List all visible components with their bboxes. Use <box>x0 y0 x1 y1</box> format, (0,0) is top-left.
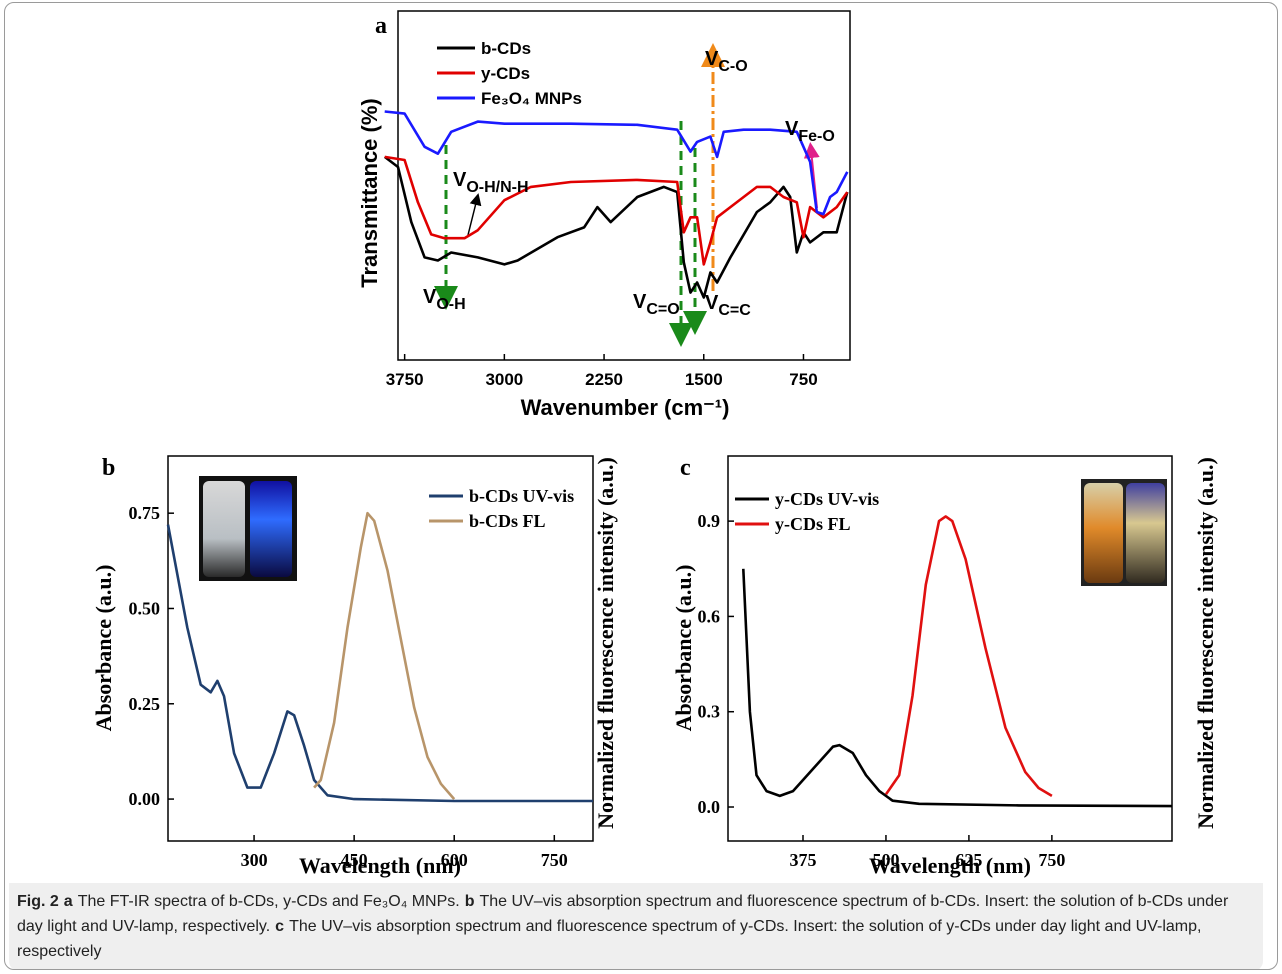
y2-axis-label: Normalized fluorescence intensity (a.u.) <box>593 457 618 829</box>
annotation-main: V <box>785 118 799 140</box>
y-tick-label: 0.75 <box>129 503 161 523</box>
x-tick-label: 625 <box>955 850 982 870</box>
legend-label: b-CDs <box>481 39 531 58</box>
legend-label: y-CDs <box>481 64 530 83</box>
y-tick-label: 0.3 <box>698 702 721 722</box>
x-tick-label: 2250 <box>585 370 623 389</box>
annotation: VC=O <box>633 291 680 318</box>
x-axis-label: Wavelength (nm) <box>299 853 461 878</box>
chart-panel: c Absorbance (a.u.) Normalized fluorescenc… <box>671 455 1218 878</box>
caption: Fig. 2 a The FT-IR spectra of b-CDs, y-CDs… <box>9 883 1263 969</box>
series-line <box>313 511 456 800</box>
y-tick-label: 0.50 <box>129 598 161 618</box>
series-line <box>166 524 593 803</box>
x-axis-label: Wavelength (nm) <box>869 853 1031 878</box>
panel-letter: b <box>102 455 115 481</box>
x-tick-label: 750 <box>541 850 568 870</box>
series-line <box>742 568 1173 808</box>
annotation: VC=C <box>705 292 751 319</box>
caption-text: The UV–vis absorption spectrum and fluor… <box>17 918 1202 960</box>
series-line <box>383 155 849 299</box>
y-tick-label: 0.25 <box>129 694 161 714</box>
series-line <box>384 155 849 266</box>
annotation-main: V <box>633 291 647 313</box>
annotation-sub: Fe-O <box>798 128 834 145</box>
vial <box>1084 483 1123 583</box>
x-tick-label: 600 <box>441 850 468 870</box>
y-tick-label: 0.9 <box>698 511 721 531</box>
annotation: VO-H/N-H <box>453 169 529 196</box>
legend-label: b-CDs UV-vis <box>469 486 574 506</box>
arrow <box>467 193 482 236</box>
chart-panel: a Transmittance (%) Wavenumber (cm⁻¹) 3750 3… <box>357 10 851 420</box>
vial <box>1126 483 1165 583</box>
charts: a Transmittance (%) Wavenumber (cm⁻¹) 3750 3… <box>91 10 1218 878</box>
annotation: VO-H <box>423 286 466 313</box>
x-tick-label: 3000 <box>485 370 523 389</box>
annotation-sub: C-O <box>718 58 747 75</box>
vial <box>250 481 292 577</box>
legend-label: Fe₃O₄ MNPs <box>481 89 582 108</box>
panel-letter: c <box>680 455 691 481</box>
annotation-main: V <box>705 48 719 70</box>
y2-axis-label: Normalized fluorescence intensity (a.u.) <box>1193 457 1218 829</box>
y-axis-label: Absorbance (a.u.) <box>91 565 116 732</box>
x-tick-label: 3750 <box>386 370 424 389</box>
annotation-sub: C=C <box>718 302 751 319</box>
x-tick-label: 300 <box>241 850 268 870</box>
annotation-main: V <box>705 292 719 314</box>
y-tick-label: 0.0 <box>698 797 721 817</box>
annotation: VFe-O <box>785 118 835 145</box>
legend-label: y-CDs FL <box>775 514 851 534</box>
y-tick-label: 0.00 <box>129 789 161 809</box>
plot-frame <box>167 455 594 842</box>
legend-label: y-CDs UV-vis <box>775 489 879 509</box>
vial <box>203 481 245 577</box>
caption-key: a <box>63 893 73 910</box>
x-tick-label: 450 <box>341 850 368 870</box>
annotation-main: V <box>453 169 467 191</box>
y-axis-label: Absorbance (a.u.) <box>671 565 696 732</box>
x-tick-label: 500 <box>872 850 899 870</box>
annotation-sub: O-H <box>436 296 465 313</box>
plot-frame <box>397 10 851 361</box>
y-axis-label: Transmittance (%) <box>357 98 382 288</box>
caption-key: b <box>464 893 475 910</box>
x-tick-label: 750 <box>1038 850 1065 870</box>
x-tick-label: 375 <box>789 850 816 870</box>
panel-letter: a <box>375 13 387 39</box>
annotation-sub: C=O <box>646 301 679 318</box>
series-line <box>384 110 849 216</box>
figure: a Transmittance (%) Wavenumber (cm⁻¹) 3750 3… <box>4 2 1278 970</box>
x-tick-label: 750 <box>789 370 817 389</box>
y-tick-label: 0.6 <box>698 606 721 626</box>
annotation-main: V <box>423 286 437 308</box>
chart-panel: b Absorbance (a.u.) Normalized fluorescenc… <box>91 455 618 878</box>
x-axis-label: Wavenumber (cm⁻¹) <box>521 395 730 420</box>
caption-text: The FT-IR spectra of b-CDs, y-CDs and Fe… <box>77 893 460 910</box>
annotation: VC-O <box>705 48 748 75</box>
series-line <box>884 515 1053 798</box>
plot-frame <box>727 455 1173 842</box>
annotation-sub: O-H/N-H <box>466 179 528 196</box>
inset-photo <box>199 476 297 581</box>
caption-label: Fig. 2 <box>17 893 59 910</box>
legend-label: b-CDs FL <box>469 511 546 531</box>
inset-photo <box>1081 479 1167 586</box>
caption-key: c <box>275 918 285 935</box>
caption-text: The UV–vis absorption spectrum and fluor… <box>17 893 1229 935</box>
x-tick-label: 1500 <box>685 370 723 389</box>
